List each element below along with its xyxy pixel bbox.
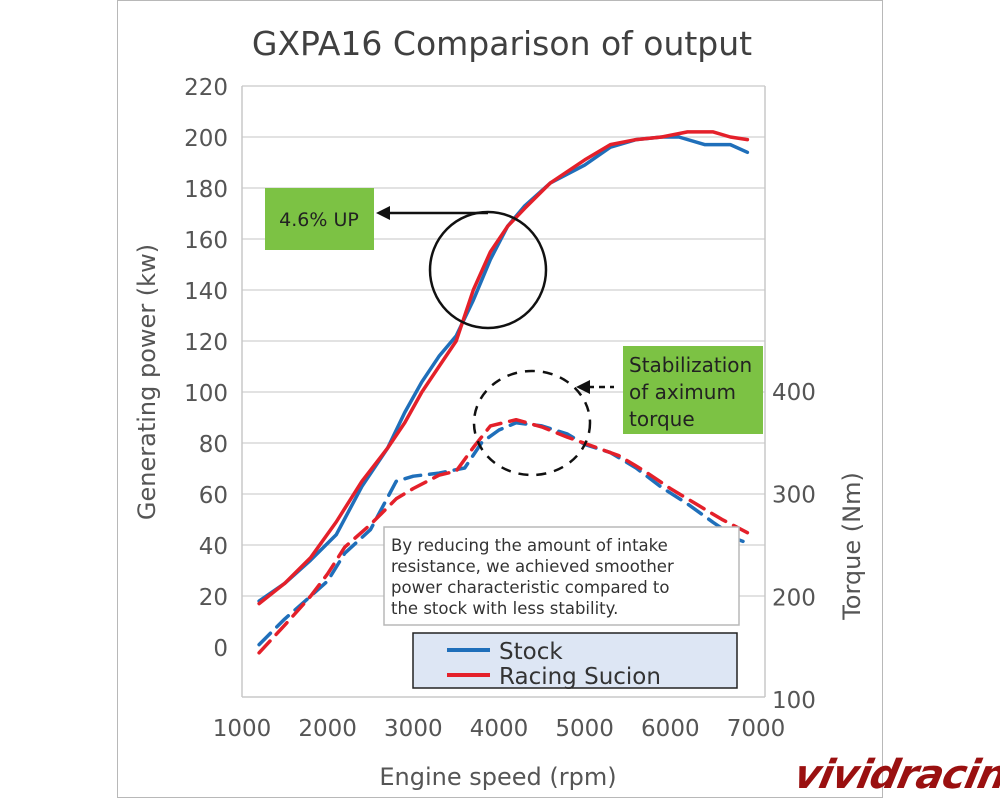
x-axis-ticks: 1000 2000 3000 4000 5000 6000 7000 <box>213 716 786 742</box>
power-gain-annotation: 4.6% UP <box>265 188 548 330</box>
series-line-stock-torque <box>257 421 750 647</box>
y-tick-label: 160 <box>184 228 228 254</box>
y-tick-label: 40 <box>199 534 228 560</box>
y-tick-label: 80 <box>199 432 228 458</box>
power-gain-label: 4.6% UP <box>279 209 359 231</box>
y-axis-label: Generating power (kw) <box>133 244 161 520</box>
y-tick-label: 200 <box>184 126 228 152</box>
note-box: By reducing the amount of intake resista… <box>383 526 740 626</box>
y-axis-ticks: 0 20 40 60 80 100 120 140 160 180 200 220 <box>184 75 228 662</box>
series-line-racing-sucion <box>257 130 750 606</box>
stabilization-line-3: torque <box>629 407 695 431</box>
y2-tick-label: 100 <box>772 688 816 714</box>
y-tick-label: 60 <box>199 483 228 509</box>
note-line-1: By reducing the amount of intake <box>391 536 668 555</box>
series-layer <box>257 130 750 655</box>
y2-tick-label: 300 <box>772 483 816 509</box>
plot-border <box>241 86 766 698</box>
x-tick-label: 4000 <box>470 716 529 742</box>
note-box-bg <box>383 526 740 626</box>
y-tick-label: 180 <box>184 177 228 203</box>
stabilization-line-1: Stabilization <box>629 353 752 377</box>
chart-title: GXPA16 Comparison of output <box>252 24 752 63</box>
legend: Stock Racing Sucion <box>412 632 738 690</box>
legend-bg <box>412 632 738 689</box>
legend-label-racing: Racing Sucion <box>499 664 661 690</box>
stabilization-annotation: Stabilization of aximum torque <box>472 346 763 477</box>
stabilization-circle <box>472 369 592 477</box>
power-gain-box <box>265 188 374 250</box>
y2-tick-label: 200 <box>772 585 816 611</box>
series-line-racing-sucion-torque <box>257 417 750 655</box>
y2-tick-label: 400 <box>772 380 816 406</box>
y2-axis-ticks: 100 200 300 400 <box>772 380 816 714</box>
stabilization-arrowhead <box>576 380 590 394</box>
y-tick-label: 0 <box>213 636 228 662</box>
x-tick-label: 5000 <box>555 716 614 742</box>
note-line-2: resistance, we achieved smoother <box>391 557 674 576</box>
x-tick-label: 3000 <box>384 716 443 742</box>
x-tick-label: 1000 <box>213 716 272 742</box>
y-tick-label: 100 <box>184 381 228 407</box>
y-tick-label: 220 <box>184 75 228 101</box>
power-gain-arrowhead <box>376 206 390 220</box>
stabilization-box <box>623 346 763 434</box>
y-tick-label: 140 <box>184 279 228 305</box>
gridlines <box>242 85 765 597</box>
legend-label-stock: Stock <box>499 639 563 665</box>
note-line-3: power characteristic compared to <box>391 578 670 597</box>
x-axis-label: Engine speed (rpm) <box>379 763 616 791</box>
x-tick-label: 2000 <box>298 716 357 742</box>
y2-axis-label: Torque (Nm) <box>838 472 866 621</box>
x-tick-label: 7000 <box>727 716 786 742</box>
y-tick-label: 20 <box>199 585 228 611</box>
stabilization-line-2: of aximum <box>629 380 736 404</box>
x-tick-label: 6000 <box>641 716 700 742</box>
watermark-logo: vividracing <box>790 752 1000 798</box>
note-line-4: the stock with less stability. <box>391 599 618 618</box>
power-gain-circle <box>428 210 548 330</box>
y-tick-label: 120 <box>184 330 228 356</box>
